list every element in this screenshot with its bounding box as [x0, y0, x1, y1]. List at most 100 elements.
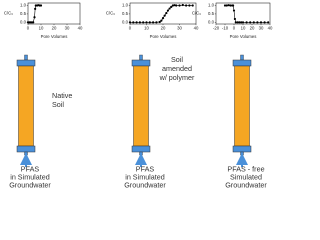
column-cap-top [232, 59, 252, 67]
y-tick-label: 0.0 [20, 19, 27, 24]
feed-label: Groundwater [225, 180, 267, 189]
data-point [33, 16, 36, 19]
feed-label: in Simulated [10, 172, 50, 181]
y-axis-label: C/C₀ [4, 11, 13, 16]
data-point [234, 21, 237, 24]
column-cap-top [16, 59, 36, 67]
data-point [181, 3, 184, 7]
feed-label: PFAS [136, 164, 155, 173]
column-assembly [16, 54, 36, 167]
data-point [145, 21, 148, 24]
data-point [32, 21, 35, 24]
column-body [18, 65, 34, 147]
data-point [142, 21, 145, 24]
data-point [171, 4, 174, 7]
data-point [252, 21, 255, 24]
x-tick-label: 20 [161, 26, 166, 31]
y-axis-label: C/C₀ [106, 11, 115, 16]
data-point [238, 21, 241, 24]
column-cap-bottom [131, 145, 151, 153]
x-tick-label: 10 [241, 26, 246, 31]
column-assembly [131, 54, 151, 167]
data-point [138, 21, 141, 24]
x-axis-label: Pore Volumes [41, 34, 68, 39]
column-cap-bottom [16, 145, 36, 153]
data-line [225, 4, 269, 23]
data-point [191, 4, 194, 7]
x-axis-label: Pore Volumes [230, 34, 257, 39]
data-point [161, 17, 165, 20]
data-point [168, 7, 171, 10]
data-point [39, 4, 43, 7]
feed-label: Simulated [230, 172, 262, 181]
data-point [241, 21, 245, 24]
x-axis-label: Pore Volumes [150, 34, 177, 39]
data-point [166, 9, 170, 12]
column-label: Native [52, 91, 72, 100]
feed-label: Groundwater [124, 180, 166, 189]
data-point [232, 9, 236, 12]
data-point [227, 4, 230, 7]
y-tick-label: 1.0 [122, 3, 129, 8]
y-tick-label: 0.0 [208, 19, 215, 24]
x-tick-label: 40 [78, 26, 83, 31]
data-point [236, 21, 239, 24]
x-tick-label: 30 [259, 26, 264, 31]
x-tick-label: 0 [27, 26, 30, 31]
feed-label: in Simulated [125, 172, 165, 181]
data-point [256, 21, 259, 24]
column-assembly [232, 54, 252, 167]
y-tick-label: 0.5 [122, 11, 129, 16]
data-point [34, 7, 37, 10]
data-point [225, 4, 228, 7]
data-point [135, 21, 138, 24]
x-tick-label: 0 [233, 26, 236, 31]
data-point [232, 4, 235, 7]
column-label: w/ polymer [159, 73, 195, 82]
data-point [173, 4, 176, 7]
y-tick-label: 1.0 [208, 3, 215, 8]
x-tick-label: -10 [222, 26, 229, 31]
feed-label: PFAS [21, 164, 40, 173]
figure: C/C₀ Pore Volumes 0.0 0.5 1.0 0 10 20 30 40 C/C₀ Po… [4, 3, 273, 189]
column-label: amended [162, 64, 192, 73]
column-nozzle-bottom [139, 151, 143, 156]
x-tick-label: 40 [194, 26, 199, 31]
data-point [128, 21, 132, 24]
data-point [259, 21, 263, 24]
x-tick-label: 40 [268, 26, 273, 31]
x-tick-label: -20 [213, 26, 220, 31]
data-point [178, 4, 181, 7]
data-point [188, 4, 191, 7]
column-nozzle-top [240, 54, 244, 61]
column-nozzle-bottom [240, 151, 244, 156]
data-point [175, 4, 178, 7]
x-tick-label: 20 [250, 26, 255, 31]
data-point [249, 21, 252, 24]
data-point [165, 11, 168, 15]
data-point [267, 21, 270, 24]
feed-label: Groundwater [9, 180, 51, 189]
column-cap-top [131, 59, 151, 67]
column-nozzle-top [24, 54, 28, 61]
y-tick-label: 1.0 [20, 3, 27, 8]
x-tick-label: 10 [39, 26, 44, 31]
x-tick-label: 0 [129, 26, 132, 31]
data-point [263, 21, 266, 24]
data-point [160, 19, 163, 22]
column-label: Soil [52, 100, 64, 109]
column-nozzle-top [139, 54, 143, 61]
data-point [170, 5, 173, 8]
column-body [133, 65, 149, 147]
feed-label: PFAS - free [227, 164, 264, 173]
data-point [148, 21, 151, 24]
data-point [245, 21, 248, 24]
y-tick-label: 0.5 [208, 11, 215, 16]
data-point [229, 4, 232, 7]
data-point [163, 14, 166, 17]
data-point [132, 21, 135, 24]
y-axis-label: C/C₀ [192, 11, 201, 16]
column-label: Soil [171, 55, 183, 64]
x-tick-label: 30 [65, 26, 70, 31]
data-point [158, 20, 161, 24]
